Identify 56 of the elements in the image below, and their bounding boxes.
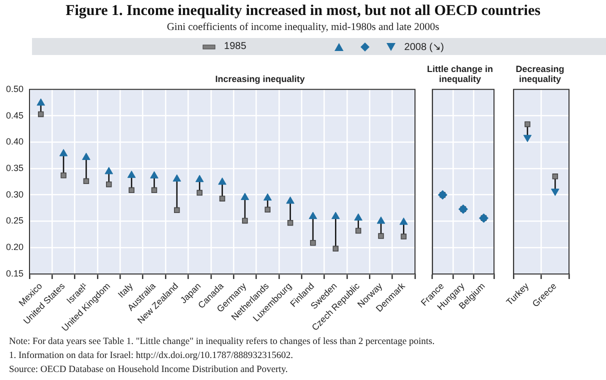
point bbox=[240, 192, 250, 200]
point bbox=[83, 178, 90, 184]
point bbox=[551, 188, 560, 196]
point bbox=[552, 174, 558, 180]
point bbox=[523, 134, 532, 142]
point bbox=[151, 187, 158, 194]
point bbox=[355, 228, 362, 234]
point bbox=[332, 246, 339, 252]
point bbox=[354, 213, 362, 221]
y-tick-label: 0.20 bbox=[6, 242, 24, 252]
chart-title: Decreasing inequality bbox=[514, 64, 566, 84]
point bbox=[218, 177, 226, 185]
point bbox=[286, 196, 294, 204]
point bbox=[242, 218, 248, 224]
point bbox=[38, 111, 44, 118]
point bbox=[59, 148, 68, 156]
legend-label: 2008 (↘) bbox=[404, 40, 444, 52]
point bbox=[376, 216, 386, 224]
point bbox=[524, 121, 530, 128]
text: Note: For data years see Table 1. "Little change" in inequality refers to changes of less than 2 percentage points. bbox=[9, 337, 435, 347]
source-note: Source: OECD Database on Household Income Distribution and Poverty. bbox=[9, 365, 288, 375]
point bbox=[378, 233, 384, 239]
point bbox=[264, 206, 270, 213]
y-tick-label: 0.40 bbox=[6, 136, 24, 147]
chart-subtitle: Gini coefficients of income inequality, mid-1980s and late 2000s bbox=[166, 22, 440, 33]
point bbox=[128, 187, 134, 194]
point bbox=[104, 166, 114, 174]
text: 1. Information on data for Israel: http://dx.doi.org/10.1787/888932315602. bbox=[9, 351, 293, 361]
y-tick-label: 0.35 bbox=[6, 163, 24, 173]
point bbox=[310, 240, 316, 246]
point bbox=[287, 220, 294, 226]
point bbox=[106, 181, 112, 188]
y-tick-label: 0.25 bbox=[6, 216, 24, 226]
point bbox=[36, 98, 45, 106]
y-tick-label: 0.15 bbox=[6, 268, 24, 278]
y-tick-label: 0.50 bbox=[6, 84, 24, 94]
point bbox=[150, 171, 158, 178]
point bbox=[172, 174, 182, 182]
point bbox=[263, 193, 272, 201]
point bbox=[60, 172, 66, 178]
point bbox=[219, 196, 226, 202]
y-tick-label: 0.45 bbox=[6, 110, 24, 120]
point bbox=[174, 207, 180, 214]
point bbox=[331, 212, 340, 220]
legend-label: 1985 bbox=[224, 41, 246, 52]
point bbox=[82, 152, 90, 160]
chart-title: Figure 1. Income inequality increased in most, but not all OECD countries bbox=[64, 3, 542, 20]
text: Increasing inequality bbox=[214, 74, 306, 84]
point bbox=[196, 190, 202, 196]
y-tick-label: 0.30 bbox=[6, 189, 24, 200]
point bbox=[308, 212, 318, 220]
point bbox=[400, 234, 407, 240]
point bbox=[195, 174, 204, 182]
point bbox=[400, 218, 408, 225]
chart-title: Little change in inequality bbox=[426, 64, 494, 84]
point bbox=[127, 170, 136, 178]
